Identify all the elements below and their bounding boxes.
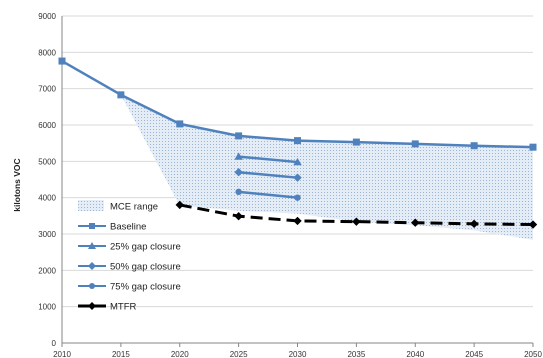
series-75pct-gap-closure-point: [235, 189, 241, 195]
legend-marker: [88, 262, 96, 270]
y-tick-label: 8000: [38, 48, 56, 57]
x-tick-label: 2045: [465, 350, 483, 358]
series-baseline-point: [117, 91, 124, 98]
x-tick-label: 2015: [112, 350, 130, 358]
legend-item-baseline: Baseline: [78, 222, 146, 233]
legend-marker: [88, 302, 96, 310]
legend-label: 75% gap closure: [110, 282, 181, 293]
series-baseline-point: [59, 58, 66, 65]
legend-swatch: [78, 200, 104, 211]
x-tick-label: 2025: [230, 350, 248, 358]
series-75pct-gap-closure-point: [294, 194, 300, 200]
x-tick-label: 2030: [289, 350, 307, 358]
range-band: [121, 95, 533, 240]
legend-label: MTFR: [110, 302, 137, 313]
legend-item-50pct-gap-closure: 50% gap closure: [78, 262, 181, 273]
y-tick-label: 3000: [38, 230, 56, 239]
series-baseline-point: [353, 139, 360, 146]
legend-label: MCE range: [110, 202, 158, 213]
x-tick-label: 2020: [171, 350, 189, 358]
series-mtfr-point: [234, 212, 242, 220]
y-tick-label: 0: [52, 339, 57, 348]
legend-label: Baseline: [110, 222, 146, 233]
legend-item-25pct-gap-closure: 25% gap closure: [78, 242, 181, 253]
series-baseline-point: [530, 144, 537, 151]
x-tick-label: 2035: [347, 350, 365, 358]
y-tick-label: 4000: [38, 194, 56, 203]
legend-label: 25% gap closure: [110, 242, 181, 253]
x-tick-label: 2040: [406, 350, 424, 358]
series-baseline-point: [412, 140, 419, 147]
y-tick-label: 5000: [38, 157, 56, 166]
legend-marker: [89, 223, 95, 229]
y-tick-label: 2000: [38, 266, 56, 275]
legend-item-mce-range: MCE range: [78, 200, 158, 213]
y-tick-label: 6000: [38, 121, 56, 130]
y-tick-label: 1000: [38, 303, 56, 312]
x-tick-label: 2050: [524, 350, 542, 358]
x-tick-label: 2010: [53, 350, 71, 358]
y-tick-label: 7000: [38, 85, 56, 94]
series-baseline-point: [294, 137, 301, 144]
legend-label: 50% gap closure: [110, 262, 181, 273]
series-mtfr-point: [293, 217, 301, 225]
y-axis-label: kilotons VOC: [12, 158, 22, 211]
series-baseline-point: [235, 132, 242, 139]
legend-marker: [89, 283, 95, 289]
y-tick-label: 9000: [38, 12, 56, 21]
legend-item-75pct-gap-closure: 75% gap closure: [78, 282, 181, 293]
legend: MCE range Baseline 25% gap closure 50% gap …: [78, 200, 181, 313]
series-baseline-point: [176, 120, 183, 127]
series-baseline-point: [471, 142, 478, 149]
series-mce-range-band: [121, 95, 533, 240]
